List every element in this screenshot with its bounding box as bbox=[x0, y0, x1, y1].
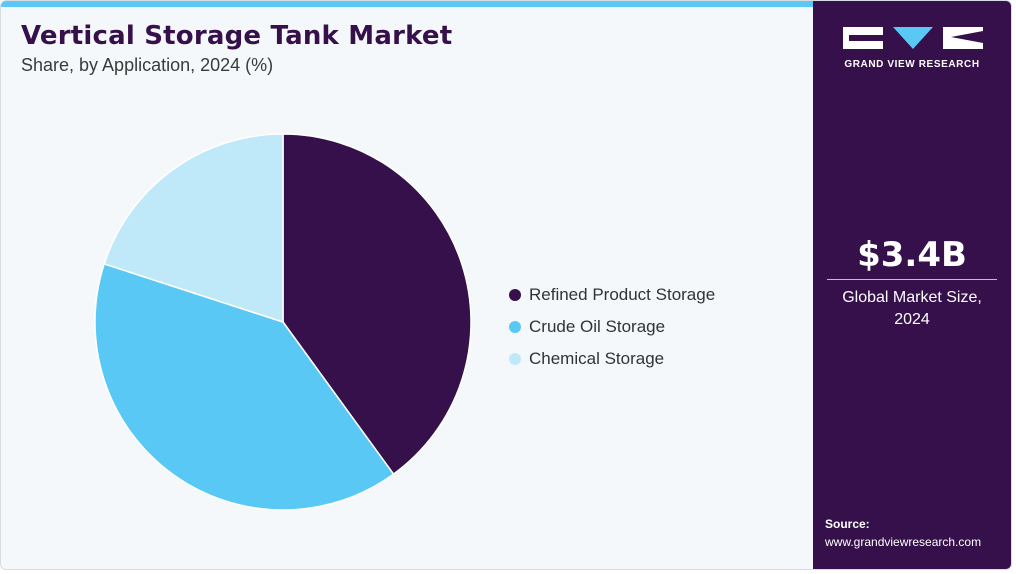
legend-swatch bbox=[509, 321, 521, 333]
logo-text: GRAND VIEW RESEARCH bbox=[844, 59, 980, 70]
legend-item-chemical: Chemical Storage bbox=[509, 343, 715, 375]
pie-slice-chemical-storage bbox=[103, 133, 284, 324]
pie-slice-refined-product-storage bbox=[282, 133, 472, 476]
market-size-label-line2: 2024 bbox=[894, 311, 930, 328]
market-size-value: $3.4B bbox=[857, 235, 967, 275]
chart-legend: Refined Product Storage Crude Oil Storag… bbox=[509, 279, 715, 375]
source-link[interactable]: www.grandviewresearch.com bbox=[825, 535, 982, 549]
chart-title: Vertical Storage Tank Market bbox=[21, 21, 453, 51]
legend-swatch bbox=[509, 289, 521, 301]
pie-slices bbox=[94, 133, 472, 511]
pie-slice-crude-oil-storage bbox=[94, 262, 395, 511]
legend-label: Refined Product Storage bbox=[529, 285, 716, 304]
legend-item-refined-product: Refined Product Storage bbox=[509, 279, 715, 311]
grand-view-research-logo bbox=[843, 27, 983, 49]
top-accent-bar bbox=[1, 1, 813, 7]
pie-chart bbox=[94, 133, 472, 511]
legend-label: Crude Oil Storage bbox=[529, 317, 666, 336]
market-size-label: Global Market Size, 2024 bbox=[813, 287, 1011, 331]
side-panel: GRAND VIEW RESEARCH $3.4B Global Market … bbox=[813, 1, 1011, 569]
legend-label: Chemical Storage bbox=[529, 349, 665, 368]
legend-swatch bbox=[509, 353, 521, 365]
market-size-label-line1: Global Market Size, bbox=[842, 289, 982, 306]
source-label: Source: bbox=[825, 517, 870, 531]
chart-subtitle: Share, by Application, 2024 (%) bbox=[21, 55, 274, 75]
divider bbox=[827, 279, 997, 280]
legend-item-crude-oil: Crude Oil Storage bbox=[509, 311, 715, 343]
